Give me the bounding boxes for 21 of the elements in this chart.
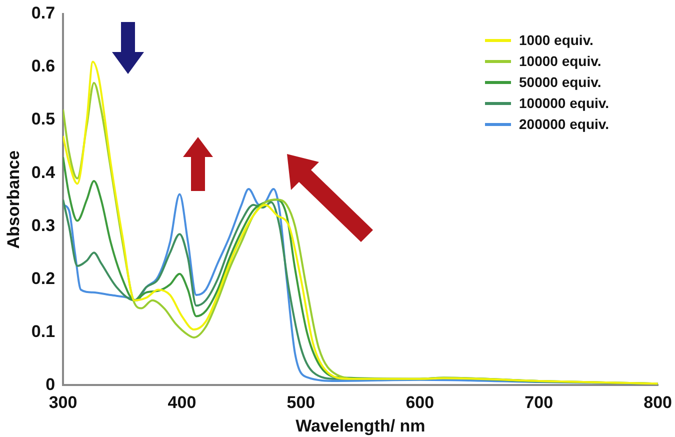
- y-tick-label: 0.1: [31, 322, 56, 341]
- legend-label: 10000 equiv.: [519, 52, 602, 71]
- legend-label: 1000 equiv.: [519, 31, 594, 50]
- y-tick-label: 0.5: [31, 110, 56, 129]
- legend-label: 100000 equiv.: [519, 94, 610, 113]
- x-axis-title: Wavelength/ nm: [296, 416, 426, 436]
- y-tick-label: 0: [46, 374, 56, 394]
- y-tick-label: 0.4: [31, 162, 56, 182]
- legend-label: 200000 equiv.: [519, 115, 610, 134]
- x-tick-label: 400: [168, 393, 196, 412]
- x-tick-label: 700: [524, 393, 554, 412]
- x-tick-label: 500: [286, 393, 316, 412]
- y-axis-title: Absorbance: [4, 150, 23, 249]
- y-tick-label: 0.3: [31, 216, 56, 235]
- x-tick-label: 300: [48, 393, 78, 412]
- x-tick-label: 800: [644, 393, 672, 412]
- legend-label: 50000 equiv.: [519, 73, 602, 92]
- y-tick-label: 0.2: [31, 268, 56, 288]
- x-tick-label: 600: [406, 393, 434, 412]
- y-tick-label: 0.6: [31, 56, 56, 76]
- y-tick-label: 0.7: [31, 4, 56, 23]
